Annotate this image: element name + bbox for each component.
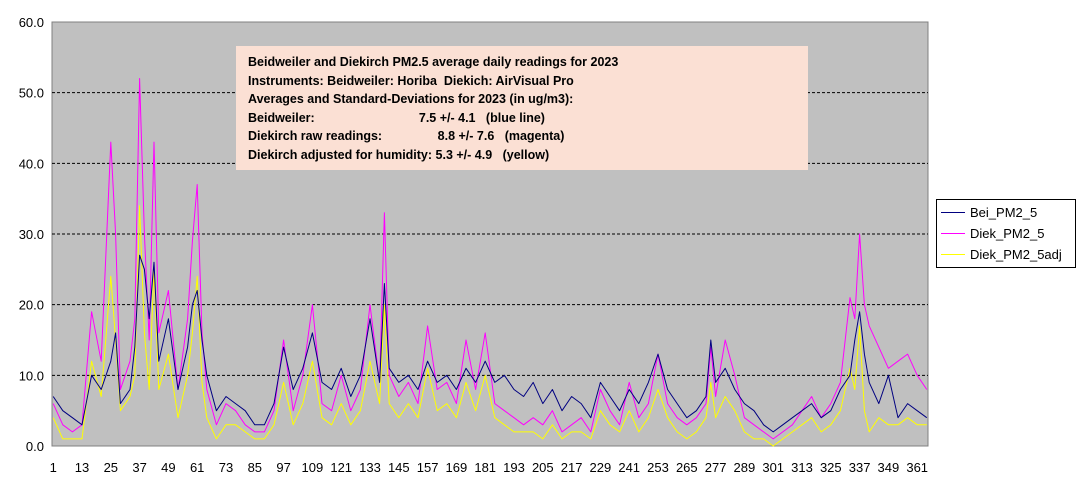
annotation-line-1: Beidweiler and Diekirch PM2.5 average da… (248, 55, 619, 69)
series-line-bei (52, 254, 928, 433)
x-tick-label: 181 (474, 460, 496, 475)
x-tick-label: 133 (359, 460, 381, 475)
x-axis-ticks: 1 13 25 37 49 61 73 85 97 109 121 133 145 157 169 181 19… (50, 460, 928, 475)
x-tick-label: 157 (417, 460, 439, 475)
x-tick-label: 349 (878, 460, 900, 475)
series-line-diek-adj (52, 205, 927, 447)
y-tick-label: 60.0 (19, 15, 44, 30)
x-tick-label: 217 (561, 460, 583, 475)
legend-item-bei: Bei_PM2_5 (941, 203, 1075, 223)
x-tick-label: 169 (446, 460, 468, 475)
x-tick-label: 121 (330, 460, 352, 475)
y-tick-label: 20.0 (19, 298, 44, 313)
annotation-line-5: Diekirch raw readings: 8.8 +/- 7.6 (mage… (248, 129, 565, 144)
x-tick-label: 145 (388, 460, 410, 475)
legend-label-bei: Bei_PM2_5 (970, 205, 1038, 220)
x-tick-label: 73 (219, 460, 233, 475)
x-tick-label: 205 (532, 460, 554, 475)
legend-swatch-diek-adj (941, 254, 965, 255)
annotation-line-4: Beidweiler: 7.5 +/- 4.1 (blue line) (248, 110, 545, 125)
x-tick-label: 25 (104, 460, 118, 475)
x-tick-label: 97 (276, 460, 290, 475)
x-tick-label: 49 (161, 460, 175, 475)
y-tick-label: 10.0 (19, 368, 44, 383)
series-lines (52, 78, 928, 447)
y-tick-label: 0.0 (26, 439, 44, 454)
x-tick-label: 85 (248, 460, 262, 475)
x-tick-label: 37 (132, 460, 146, 475)
series-line-diek (52, 78, 928, 440)
legend-swatch-bei (941, 212, 965, 213)
x-tick-label: 13 (75, 460, 89, 475)
y-tick-label: 30.0 (19, 227, 44, 242)
annotation-line-2: Instruments: Beidweiler: Horiba Diekich:… (248, 73, 574, 88)
x-tick-label: 241 (618, 460, 640, 475)
x-tick-label: 325 (820, 460, 842, 475)
x-tick-label: 277 (705, 460, 727, 475)
legend-label-diek: Diek_PM2_5 (970, 226, 1045, 241)
y-tick-label: 40.0 (19, 156, 44, 171)
x-tick-label: 313 (791, 460, 813, 475)
x-tick-label: 229 (590, 460, 612, 475)
annotation-line-3: Averages and Standard-Deviations for 202… (248, 92, 574, 107)
x-tick-label: 1 (50, 460, 57, 475)
x-tick-label: 265 (676, 460, 698, 475)
x-tick-label: 253 (647, 460, 669, 475)
y-tick-label: 50.0 (19, 86, 44, 101)
x-tick-label: 109 (302, 460, 324, 475)
x-tick-label: 289 (734, 460, 756, 475)
legend: Bei_PM2_5 Diek_PM2_5 Diek_PM2_5adj (936, 199, 1076, 268)
legend-label-diek-adj: Diek_PM2_5adj (970, 247, 1062, 262)
annotation-line-6: Diekirch adjusted for humidity: 5.3 +/- … (248, 147, 550, 162)
x-tick-label: 361 (906, 460, 928, 475)
legend-swatch-diek (941, 233, 965, 234)
legend-item-diek-adj: Diek_PM2_5adj (941, 245, 1075, 265)
legend-item-diek: Diek_PM2_5 (941, 224, 1075, 244)
x-tick-label: 193 (503, 460, 525, 475)
x-tick-label: 301 (762, 460, 784, 475)
x-tick-label: 337 (849, 460, 871, 475)
x-tick-label: 61 (190, 460, 204, 475)
y-axis-ticks: 0.0 10.0 20.0 30.0 40.0 50.0 60.0 (19, 15, 44, 454)
annotation-box: Beidweiler and Diekirch PM2.5 average da… (236, 46, 808, 170)
